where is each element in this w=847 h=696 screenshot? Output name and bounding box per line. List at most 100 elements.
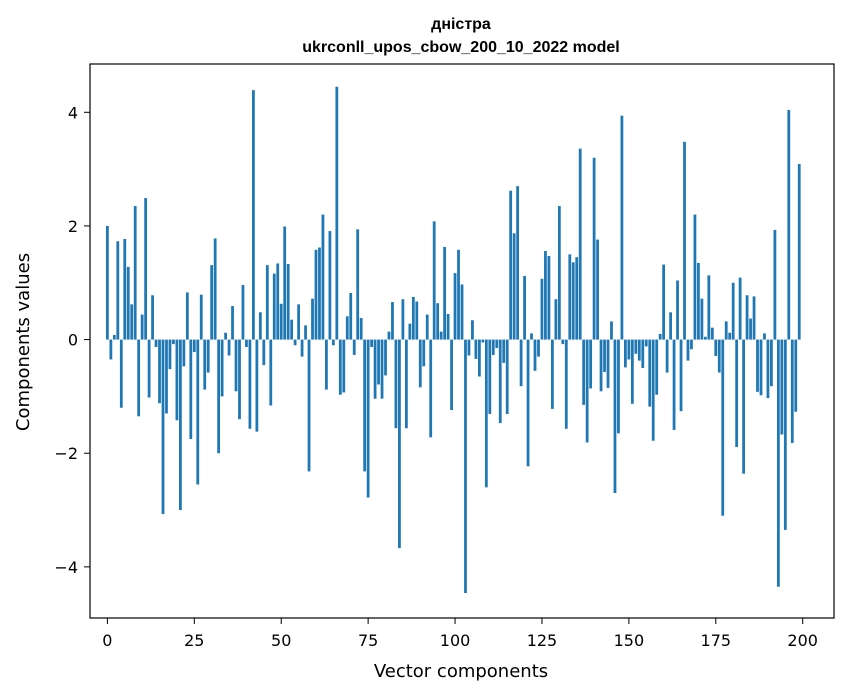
bar-10 [140, 314, 144, 340]
bar-29 [206, 339, 210, 373]
bar-142 [599, 339, 603, 392]
bar-95 [436, 303, 440, 340]
y-tick-label: −2 [54, 444, 78, 463]
bar-167 [686, 339, 690, 361]
bar-86 [404, 339, 408, 429]
bar-111 [491, 339, 495, 355]
bar-118 [516, 186, 520, 340]
chart-title: дністра [431, 16, 491, 33]
bar-133 [568, 254, 572, 340]
bar-24 [189, 339, 193, 440]
bar-198 [794, 339, 798, 412]
bar-141 [596, 239, 599, 340]
bar-125 [540, 278, 544, 340]
bar-73 [359, 317, 363, 340]
x-tick-label: 175 [701, 631, 732, 650]
x-tick-label: 75 [358, 631, 378, 650]
bar-192 [773, 229, 777, 340]
bar-3 [116, 241, 120, 340]
x-tick-label: 200 [787, 631, 818, 650]
bar-63 [325, 339, 328, 390]
bar-87 [408, 323, 412, 340]
bar-92 [425, 314, 429, 340]
bar-121 [526, 339, 530, 467]
bar-68 [342, 339, 346, 393]
bar-88 [411, 296, 415, 340]
bar-41 [248, 339, 252, 429]
bar-77 [373, 339, 377, 399]
bar-82 [391, 302, 394, 340]
bar-171 [700, 298, 704, 340]
bar-196 [787, 110, 791, 340]
bar-160 [662, 264, 666, 340]
bar-25 [192, 339, 196, 353]
bar-172 [703, 336, 707, 340]
bar-116 [509, 190, 513, 340]
bar-117 [512, 233, 516, 340]
bar-43 [255, 339, 259, 432]
bar-14 [154, 339, 158, 347]
bars-group [105, 86, 801, 593]
bar-47 [269, 339, 273, 406]
bar-53 [290, 319, 294, 340]
bar-163 [672, 339, 676, 430]
bar-147 [617, 339, 620, 434]
bar-99 [450, 339, 453, 411]
bar-124 [537, 339, 540, 357]
bar-135 [575, 257, 579, 340]
bar-7 [130, 304, 134, 340]
bar-100 [453, 273, 457, 340]
bar-181 [735, 339, 739, 447]
bar-194 [780, 339, 784, 435]
bar-13 [151, 295, 154, 340]
bar-183 [742, 339, 745, 474]
bar-110 [488, 339, 492, 415]
plot-area [90, 64, 834, 618]
bar-187 [756, 339, 759, 392]
x-tick-label: 50 [271, 631, 291, 650]
bar-72 [356, 229, 360, 340]
bar-78 [377, 339, 380, 385]
bar-5 [123, 239, 127, 340]
bar-79 [380, 339, 384, 399]
bar-42 [252, 90, 255, 340]
bar-91 [422, 339, 426, 367]
bar-150 [627, 339, 631, 360]
bar-164 [676, 280, 679, 340]
bar-6 [126, 266, 130, 340]
bar-152 [634, 339, 638, 354]
bar-89 [415, 301, 419, 340]
bar-176 [717, 339, 721, 373]
bar-46 [265, 265, 269, 340]
bar-50 [279, 303, 283, 340]
bar-55 [297, 304, 300, 340]
bar-11 [144, 198, 148, 340]
bar-120 [523, 275, 526, 340]
bar-52 [286, 264, 290, 340]
bar-8 [133, 206, 137, 340]
bar-186 [752, 296, 756, 340]
bar-119 [519, 339, 523, 387]
bar-126 [544, 250, 547, 340]
bar-157 [651, 339, 655, 441]
bar-145 [610, 321, 613, 340]
bar-180 [731, 282, 735, 340]
bar-108 [481, 339, 485, 343]
bar-128 [551, 339, 554, 409]
bar-64 [328, 231, 332, 340]
bar-17 [165, 339, 168, 414]
bar-132 [564, 339, 568, 429]
bar-112 [495, 339, 499, 349]
bar-71 [352, 339, 356, 355]
bar-93 [429, 339, 433, 438]
bar-158 [655, 339, 659, 395]
bar-61 [318, 247, 321, 340]
bar-48 [272, 273, 276, 340]
bar-23 [185, 292, 189, 340]
bar-45 [262, 339, 266, 366]
y-axis: −4 −2 0 2 4 [54, 103, 90, 577]
bar-0 [105, 225, 109, 340]
bar-114 [502, 339, 506, 363]
bar-104 [467, 339, 471, 356]
